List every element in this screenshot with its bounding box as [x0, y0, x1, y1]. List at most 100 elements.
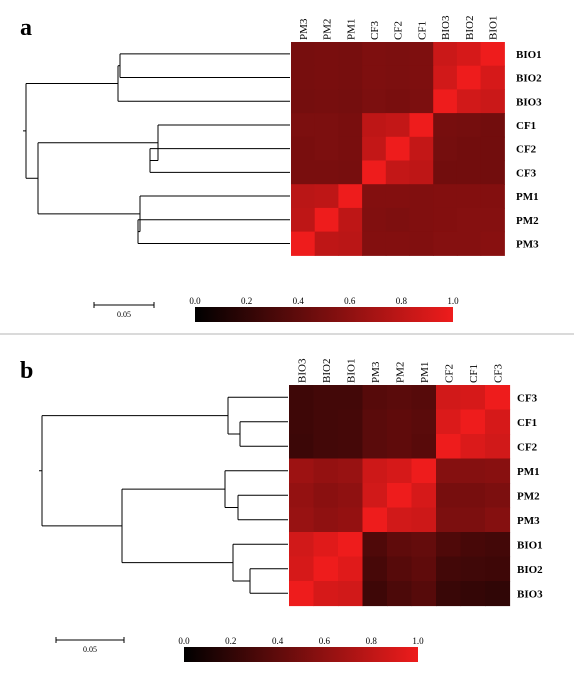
column-label: BIO3 — [440, 15, 452, 40]
heatmap-cell — [314, 184, 339, 209]
heatmap-cell — [362, 409, 388, 435]
heatmap-cell — [291, 231, 316, 256]
heatmap-cell — [314, 42, 339, 67]
colorbar-tick-label: 0.0 — [178, 636, 190, 646]
row-label: PM2 — [516, 215, 539, 227]
heatmap-cell — [362, 507, 388, 533]
heatmap-cell — [436, 532, 462, 558]
heatmap-cell — [409, 231, 434, 256]
row-label: BIO2 — [517, 564, 543, 576]
heatmap-cell — [387, 532, 413, 558]
heatmap-cell — [485, 483, 511, 509]
heatmap-cell — [385, 160, 411, 185]
heatmap-cell — [480, 65, 505, 90]
heatmap-cell — [460, 434, 486, 460]
heatmap-cell — [385, 136, 411, 162]
heatmap-cell — [480, 89, 505, 114]
heatmap-cell — [338, 231, 363, 256]
heatmap-cell — [289, 483, 315, 509]
heatmap-cell — [456, 42, 482, 67]
heatmap-cell — [485, 556, 511, 582]
row-label: CF2 — [516, 144, 537, 156]
heatmap-cell — [480, 184, 505, 209]
heatmap-cell — [313, 581, 339, 607]
heatmap-cell — [409, 136, 434, 162]
colorbar — [184, 647, 418, 662]
heatmap-cell — [289, 458, 315, 484]
heatmap-cell — [362, 113, 387, 138]
heatmap-cell — [409, 65, 434, 90]
heatmap-cell — [485, 458, 511, 484]
heatmap-cell — [409, 42, 434, 67]
column-label: BIO3 — [296, 358, 308, 383]
column-label: CF2 — [443, 364, 455, 383]
heatmap-cell — [314, 231, 339, 256]
heatmap-cell — [480, 113, 505, 138]
heatmap-cell — [436, 434, 462, 460]
heatmap-cell — [433, 113, 458, 138]
heatmap-cell — [362, 385, 388, 411]
colorbar — [195, 307, 453, 322]
column-label: PM3 — [298, 18, 310, 40]
heatmap-cell — [313, 483, 339, 509]
heatmap-cell — [362, 434, 388, 460]
heatmap-cell — [289, 434, 315, 460]
heatmap-cell — [362, 184, 387, 209]
heatmap-cell — [338, 434, 364, 460]
heatmap-cell — [433, 207, 458, 233]
heatmap-cell — [385, 113, 411, 138]
heatmap-cell — [385, 65, 411, 90]
heatmap-cell — [385, 89, 411, 114]
heatmap-cell — [460, 483, 486, 509]
heatmap-cell — [436, 385, 462, 411]
heatmap-cell — [456, 231, 482, 256]
heatmap-cell — [338, 160, 363, 185]
heatmap-cell — [433, 136, 458, 162]
heatmap-cell — [291, 136, 316, 162]
heatmap-cell — [338, 385, 364, 411]
heatmap-cell — [338, 581, 364, 607]
colorbar-tick-label: 0.2 — [225, 636, 236, 646]
heatmap-cell — [314, 136, 339, 162]
heatmap-cell — [411, 556, 437, 582]
heatmap-cell — [433, 65, 458, 90]
row-label: BIO1 — [517, 539, 543, 551]
heatmap-cell — [338, 65, 363, 90]
panel-label: b — [20, 358, 33, 384]
heatmap-cell — [460, 532, 486, 558]
row-label: BIO1 — [516, 49, 542, 61]
panel-a: a PM3 PM2 PM1 CF3 CF2 CF1 BIO3 BIO2 BIO1 BIO1 BIO2 B… — [20, 15, 542, 322]
heatmap-cell — [313, 532, 339, 558]
heatmap-cell — [409, 113, 434, 138]
heatmap-cell — [362, 458, 388, 484]
row-label: PM3 — [517, 515, 540, 527]
heatmap-cell — [436, 581, 462, 607]
heatmap-cell — [338, 483, 364, 509]
heatmap-cell — [485, 532, 511, 558]
colorbar-tick-label: 0.8 — [366, 636, 378, 646]
panel-label: a — [20, 15, 32, 41]
heatmap-cell — [289, 556, 315, 582]
heatmap-cell — [411, 507, 437, 533]
heatmap-cell — [289, 581, 315, 607]
heatmap-cell — [485, 581, 511, 607]
row-label: PM2 — [517, 490, 540, 502]
heatmap-cell — [480, 136, 505, 162]
row-label: PM1 — [516, 191, 539, 203]
column-label: CF2 — [393, 21, 405, 40]
heatmap-cell — [485, 507, 511, 533]
heatmap-cell — [362, 207, 387, 233]
column-label: BIO2 — [321, 359, 333, 383]
column-label: BIO1 — [487, 16, 499, 40]
heatmap-cell — [338, 207, 363, 233]
heatmap-cell — [314, 207, 339, 233]
heatmap-cell — [289, 385, 315, 411]
heatmap-cell — [433, 89, 458, 114]
heatmap-cell — [456, 184, 482, 209]
heatmap-cell — [456, 136, 482, 162]
heatmap-cell — [485, 385, 511, 411]
heatmap-cell — [291, 89, 316, 114]
heatmap-cell — [387, 458, 413, 484]
heatmap-cell — [456, 89, 482, 114]
